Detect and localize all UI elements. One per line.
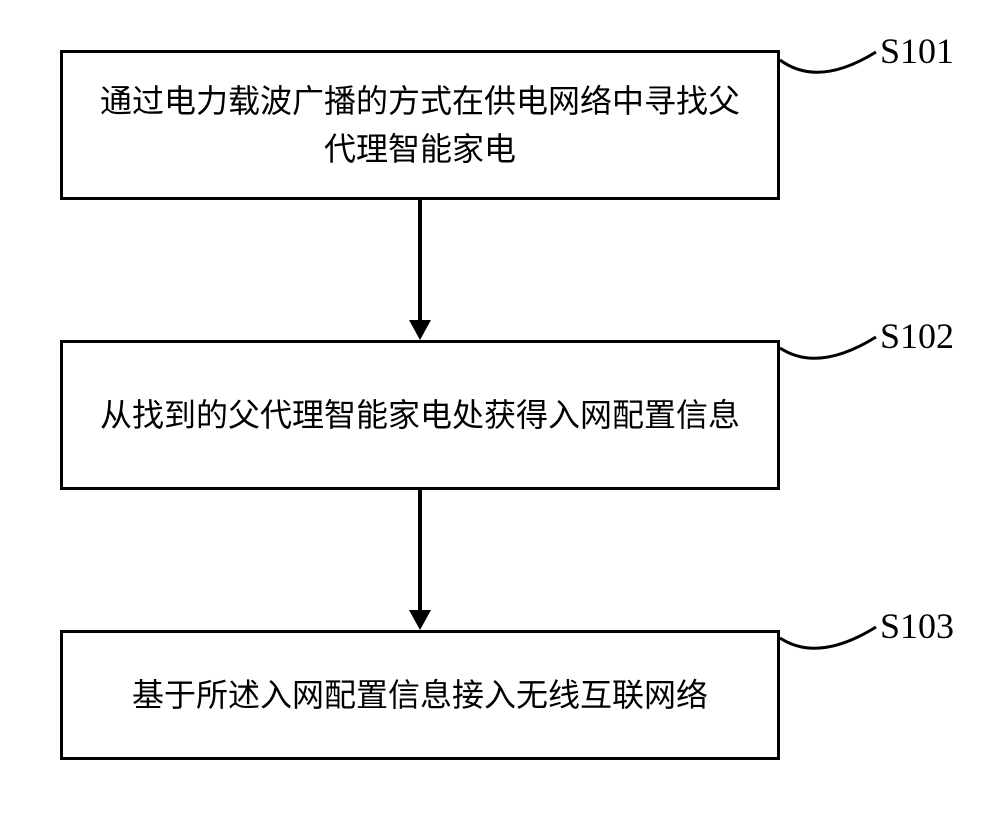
step-label-1: S101 xyxy=(880,30,954,72)
arrow-head-2 xyxy=(409,610,431,630)
flowchart-container: 通过电力载波广播的方式在供电网络中寻找父代理智能家电 S101 从找到的父代理智… xyxy=(0,0,1000,831)
arrow-line-2 xyxy=(418,490,422,610)
step-box-1: 通过电力载波广播的方式在供电网络中寻找父代理智能家电 xyxy=(60,50,780,200)
callout-curve-2 xyxy=(778,325,883,375)
callout-curve-3 xyxy=(778,615,883,665)
arrow-line-1 xyxy=(418,200,422,320)
step-text-2: 从找到的父代理智能家电处获得入网配置信息 xyxy=(100,391,740,439)
callout-curve-1 xyxy=(778,40,883,90)
step-label-2: S102 xyxy=(880,315,954,357)
step-text-3: 基于所述入网配置信息接入无线互联网络 xyxy=(132,671,708,719)
step-text-1: 通过电力载波广播的方式在供电网络中寻找父代理智能家电 xyxy=(93,77,747,173)
arrow-head-1 xyxy=(409,320,431,340)
step-label-3: S103 xyxy=(880,605,954,647)
step-box-3: 基于所述入网配置信息接入无线互联网络 xyxy=(60,630,780,760)
step-box-2: 从找到的父代理智能家电处获得入网配置信息 xyxy=(60,340,780,490)
